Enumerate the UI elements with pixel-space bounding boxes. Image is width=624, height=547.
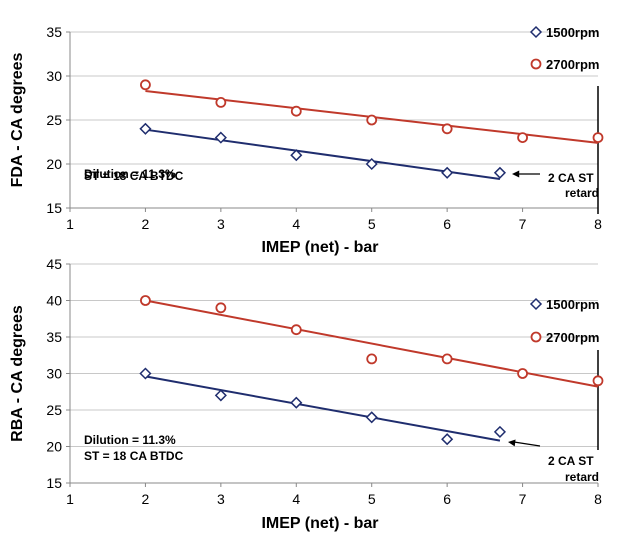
- annotation-spark-timing: ST = 18 CA BTDC: [84, 449, 184, 463]
- data-point-2700rpm: [366, 114, 378, 126]
- data-point-2700rpm: [517, 368, 528, 379]
- x-tick-label: 6: [443, 216, 451, 232]
- x-tick-label: 1: [66, 216, 74, 232]
- data-point-2700rpm: [366, 353, 378, 365]
- retard-arrow-line: [513, 441, 541, 447]
- data-point-2700rpm: [290, 105, 302, 117]
- legend-label-2700rpm: 2700rpm: [546, 57, 599, 72]
- y-tick-label: 30: [46, 68, 62, 84]
- y-tick-label: 15: [46, 200, 62, 216]
- x-axis-label: IMEP (net) - bar: [261, 515, 378, 532]
- x-tick-label: 7: [519, 216, 527, 232]
- x-tick-label: 3: [217, 491, 225, 507]
- y-tick-label: 15: [46, 475, 62, 491]
- legend-marker-1500rpm: [529, 25, 543, 39]
- legend-label-2700rpm: 2700rpm: [546, 330, 599, 345]
- data-point-1500rpm: [290, 396, 303, 409]
- chart-top: 15 20 25 30 35 1 2 3 4 5 6 7 8 IMEP (net) - bar FDA - …: [9, 24, 604, 256]
- x-tick-label: 6: [443, 491, 451, 507]
- data-point-1500rpm: [214, 131, 227, 144]
- data-point-1500rpm: [441, 433, 454, 446]
- data-point-2700rpm: [441, 123, 453, 135]
- data-point-1500rpm: [441, 166, 454, 179]
- legend-marker-2700rpm: [530, 331, 542, 343]
- data-point-2700rpm: [290, 324, 302, 336]
- y-tick-label: 25: [46, 112, 62, 128]
- y-tick-label: 20: [46, 439, 62, 455]
- legend-marker-2700rpm: [530, 58, 542, 70]
- retard-arrow-head: [512, 170, 520, 178]
- x-tick-label: 8: [594, 216, 602, 232]
- y-tick-label: 35: [46, 329, 62, 345]
- data-point-2700rpm: [215, 302, 227, 314]
- data-point-2700rpm: [592, 132, 604, 144]
- x-tick-label: 2: [142, 216, 150, 232]
- data-point-1500rpm: [365, 411, 378, 424]
- x-tick-label: 8: [594, 491, 602, 507]
- annotation-dilution: Dilution = 11.3%: [84, 167, 176, 181]
- y-tick-label: 25: [46, 402, 62, 418]
- y-axis-label: FDA - CA degrees: [9, 52, 26, 187]
- data-point-1500rpm: [139, 367, 152, 380]
- data-point-1500rpm: [290, 149, 303, 162]
- y-tick-label: 30: [46, 366, 62, 382]
- data-point-2700rpm: [215, 97, 227, 108]
- y-tick-label: 35: [46, 24, 62, 40]
- annotation-retard-2: retard: [565, 186, 599, 200]
- data-point-1500rpm: [365, 157, 378, 171]
- trend-line-1500rpm: [145, 128, 501, 180]
- annotation-retard: 2 CA ST: [548, 171, 594, 185]
- data-point-2700rpm: [140, 79, 151, 91]
- y-tick-label: 20: [46, 156, 62, 172]
- x-tick-label: 4: [292, 216, 300, 232]
- x-tick-label: 5: [368, 491, 376, 507]
- x-tick-label: 5: [368, 216, 376, 232]
- x-tick-label: 2: [142, 491, 150, 507]
- data-point-2700rpm: [441, 353, 453, 365]
- annotation-retard-2: retard: [565, 470, 599, 484]
- x-axis-label: IMEP (net) - bar: [261, 239, 378, 256]
- data-point-2700rpm: [517, 132, 528, 144]
- data-point-1500rpm: [214, 389, 227, 402]
- legend-label-1500rpm: 1500rpm: [546, 297, 599, 312]
- data-point-1500rpm: [493, 425, 507, 438]
- x-tick-label: 4: [292, 491, 300, 507]
- annotation-spark-timing: ST = 18 CA BTDC: [84, 169, 184, 183]
- x-tick-label: 3: [217, 216, 225, 232]
- trend-line-1500rpm: [145, 375, 501, 442]
- legend-marker-1500rpm: [529, 297, 543, 311]
- y-tick-label: 40: [46, 293, 62, 309]
- annotation-dilution: Dilution = 11.3%: [84, 433, 176, 447]
- x-tick-label: 1: [66, 491, 74, 507]
- data-point-1500rpm: [139, 122, 152, 135]
- legend-label-1500rpm: 1500rpm: [546, 25, 599, 40]
- annotation-retard: 2 CA ST: [548, 454, 594, 468]
- data-point-1500rpm: [493, 166, 507, 179]
- data-point-2700rpm: [592, 375, 604, 387]
- data-point-2700rpm: [140, 295, 151, 306]
- y-tick-label: 45: [46, 256, 62, 272]
- y-axis-label: RBA - CA degrees: [9, 305, 26, 442]
- retard-arrow-head: [508, 439, 516, 447]
- x-tick-label: 7: [519, 491, 527, 507]
